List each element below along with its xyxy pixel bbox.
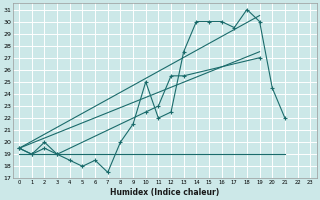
X-axis label: Humidex (Indice chaleur): Humidex (Indice chaleur): [110, 188, 219, 197]
